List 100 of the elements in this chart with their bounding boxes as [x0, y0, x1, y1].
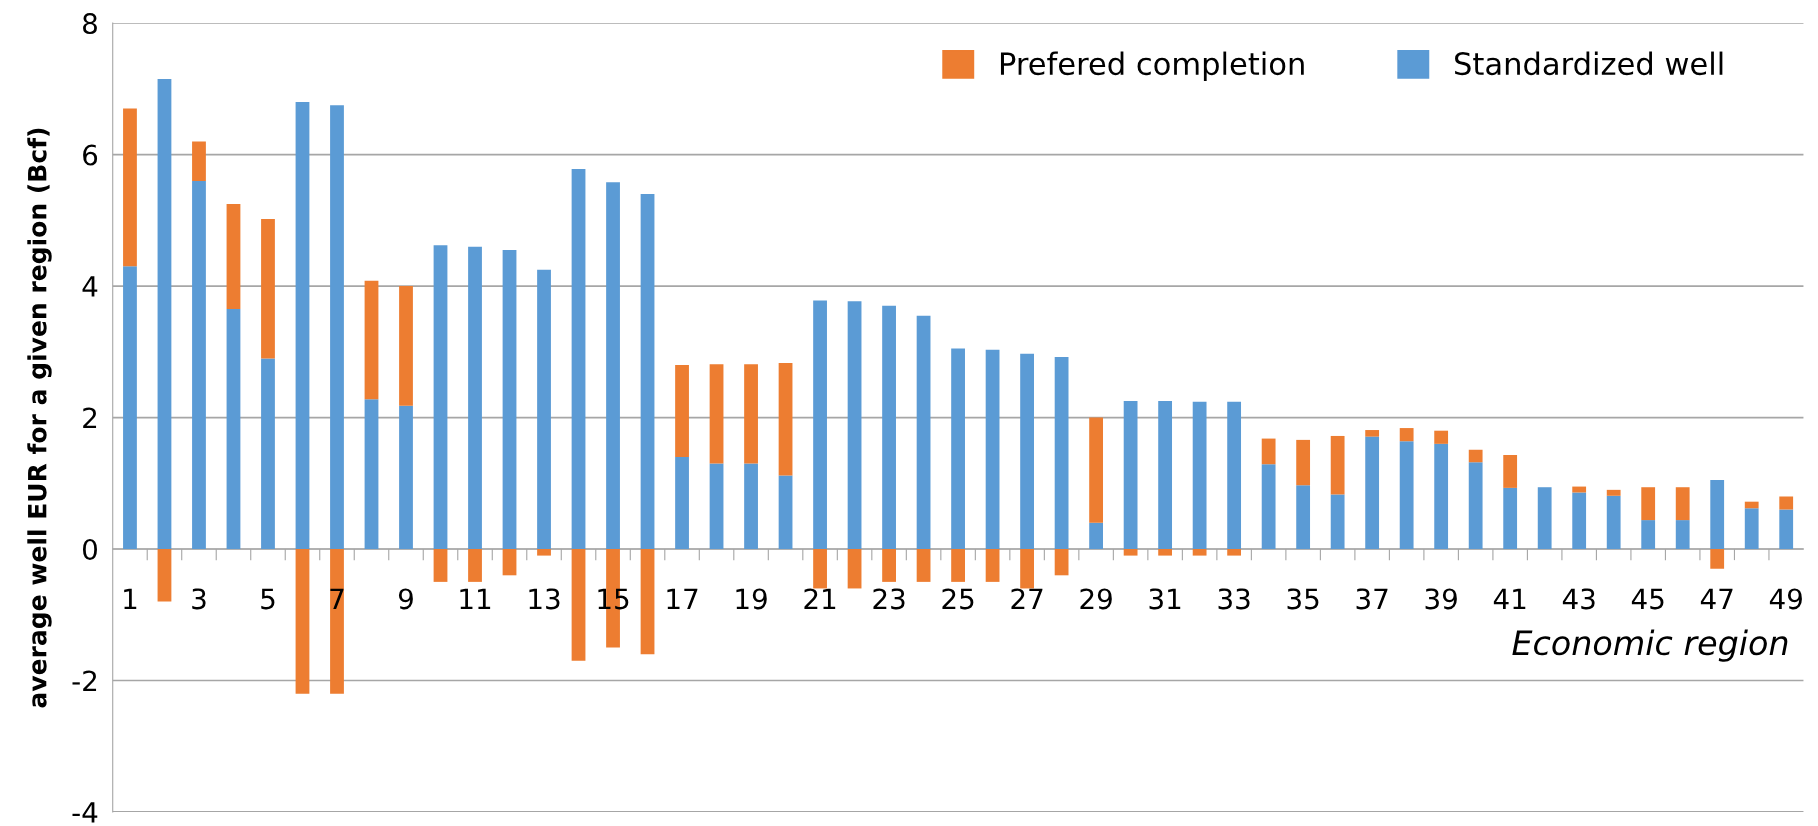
bar: [1261, 464, 1276, 550]
bar: [1710, 549, 1725, 569]
bar: [399, 286, 413, 406]
bar: [709, 364, 724, 464]
y-tick-label: 4: [82, 276, 98, 297]
bar: [123, 266, 137, 550]
bar: [847, 549, 862, 589]
x-tick-label: 33: [1218, 588, 1250, 610]
bar: [1537, 487, 1552, 550]
bar: [537, 549, 551, 556]
bar: [813, 549, 827, 589]
bar: [1779, 509, 1794, 550]
bar: [226, 309, 241, 550]
bar: [1089, 522, 1104, 550]
bar: [951, 348, 965, 550]
bar: [433, 549, 448, 582]
bar: [295, 102, 310, 550]
bar: [744, 364, 758, 464]
bar: [640, 549, 655, 655]
y-tick-label: -2: [72, 670, 97, 692]
bar: [1606, 489, 1621, 496]
x-tick-label: 23: [873, 588, 905, 610]
bar: [226, 203, 241, 310]
bar: [1020, 549, 1034, 589]
x-tick-label: 29: [1080, 588, 1112, 610]
x-tick-label: 17: [667, 588, 698, 610]
bar: [985, 549, 1000, 582]
bar: [157, 549, 172, 602]
bar: [1710, 479, 1725, 550]
x-tick-label: 3: [192, 588, 206, 610]
bar: [640, 194, 655, 550]
bar: [1468, 449, 1483, 463]
x-tick-label: 45: [1631, 588, 1664, 610]
x-tick-label: 41: [1493, 588, 1526, 610]
bar: [1020, 353, 1034, 550]
bar: [1158, 401, 1173, 550]
x-axis-title: Economic region: [1512, 629, 1788, 662]
bar: [1330, 435, 1345, 495]
x-tick-label: 1: [124, 588, 137, 610]
bar: [1158, 549, 1173, 556]
bar: [1399, 441, 1414, 550]
x-tick-label: 7: [330, 588, 344, 610]
bar: [364, 280, 379, 400]
bar: [1296, 485, 1311, 550]
bar: [951, 549, 965, 582]
bar: [1296, 439, 1311, 486]
bar: [1468, 462, 1483, 550]
bar: [1365, 436, 1380, 550]
bar: [675, 364, 689, 457]
y-tick-label: 2: [83, 407, 97, 429]
x-tick-label: 9: [398, 588, 413, 610]
bar: [502, 549, 517, 576]
x-tick-label: 37: [1356, 588, 1388, 610]
y-axis-title: average well EUR for a given region (Bcf): [27, 128, 52, 708]
bar: [882, 549, 896, 582]
bar: [1503, 487, 1518, 550]
bar: [1330, 494, 1345, 550]
bar: [502, 249, 517, 550]
bar: [571, 169, 586, 550]
bar: [1744, 508, 1759, 550]
x-tick-label: 5: [261, 588, 275, 610]
bar: [399, 405, 413, 550]
bar: [744, 463, 758, 550]
x-tick-label: 25: [942, 588, 974, 610]
bar: [1227, 401, 1242, 550]
bar: [882, 305, 896, 550]
y-tick-label: 6: [83, 144, 98, 166]
bar: [813, 300, 827, 550]
bar: [1192, 549, 1207, 556]
x-tick-label: 47: [1700, 588, 1733, 610]
bar: [192, 180, 206, 550]
bar: [985, 349, 1000, 550]
bar: [295, 549, 310, 694]
bar: [1123, 549, 1138, 556]
bar: [433, 245, 448, 550]
bar: [261, 358, 275, 550]
bar: [1744, 501, 1759, 509]
bar: [847, 301, 862, 550]
bar: [1434, 430, 1449, 444]
bar: [330, 105, 344, 550]
x-tick-label: 39: [1425, 588, 1457, 610]
bar: [1054, 357, 1069, 550]
bar: [606, 182, 620, 550]
bar: [778, 475, 793, 550]
bar: [709, 463, 724, 550]
bar: [1089, 417, 1104, 523]
x-tick-label: 13: [529, 588, 560, 610]
bar: [778, 362, 793, 476]
bar: [1192, 401, 1207, 550]
legend-label: Prefered completion: [1000, 51, 1304, 82]
bar: [1572, 492, 1587, 550]
bar: [468, 549, 482, 582]
bar: [123, 108, 137, 267]
bar: [537, 269, 551, 550]
y-tick-label: 0: [82, 538, 97, 560]
bar: [192, 141, 206, 181]
bar: [468, 246, 482, 550]
bar: [1641, 520, 1656, 550]
bar: [261, 219, 275, 359]
bar: [916, 315, 931, 550]
